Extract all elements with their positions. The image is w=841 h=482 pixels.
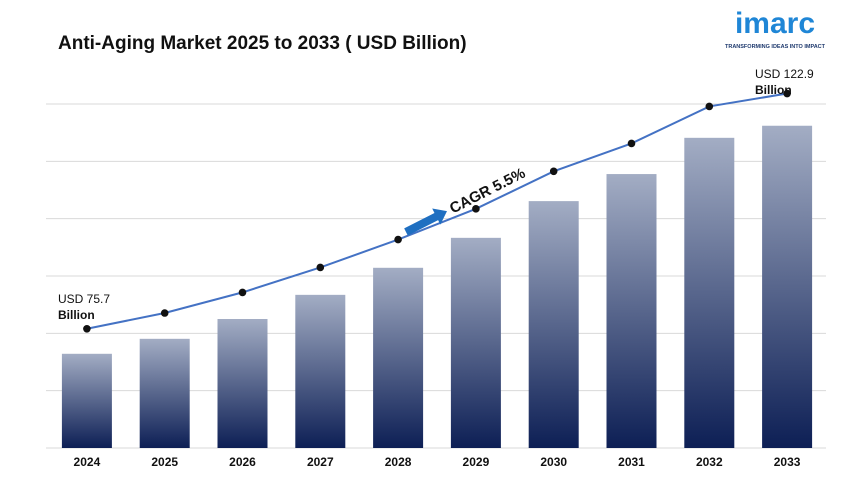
bar [295, 294, 346, 448]
x-tick-label: 2028 [385, 455, 412, 469]
logo-tagline: TRANSFORMING IDEAS INTO IMPACT [725, 44, 826, 50]
value-annotation: USD 122.9 [755, 67, 814, 81]
bar [217, 319, 268, 448]
x-tick-label: 2026 [229, 455, 256, 469]
trend-dot [160, 309, 169, 317]
x-tick-label: 2027 [307, 455, 334, 469]
bar [762, 125, 813, 448]
x-tick-label: 2033 [774, 455, 801, 469]
value-annotation: Billion [755, 83, 792, 97]
trend-dot [83, 324, 91, 333]
bar [450, 237, 501, 448]
bar [61, 353, 112, 448]
bar [606, 174, 657, 448]
logo-name: imarc [735, 7, 815, 40]
trend-dot [472, 205, 480, 213]
x-tick-label: 2030 [540, 455, 567, 469]
value-annotation: Billion [58, 308, 95, 322]
trend-line [86, 92, 788, 330]
bar [684, 137, 735, 448]
trend-dot [394, 235, 402, 244]
trend-dot [316, 263, 325, 272]
chart-title: Anti-Aging Market 2025 to 2033 ( USD Bil… [58, 33, 467, 54]
x-tick-label: 2024 [74, 455, 101, 469]
bar [528, 201, 579, 448]
x-tick-label: 2031 [618, 455, 645, 469]
cagr-label: CAGR 5.5% [447, 165, 528, 218]
trend-dot [238, 288, 247, 297]
cagr-arrow [404, 208, 447, 236]
trend-dot [783, 89, 791, 98]
x-tick-label: 2025 [151, 455, 178, 469]
cagr-annotation: CAGR 5.5% [404, 165, 528, 236]
trend-dot [705, 102, 714, 111]
value-annotation: USD 75.7 [58, 292, 110, 306]
trend-dot [627, 139, 636, 148]
bar [139, 338, 190, 448]
x-tick-label: 2029 [463, 455, 490, 469]
x-tick-label: 2032 [696, 455, 723, 469]
bar [373, 267, 424, 448]
trend-dot [549, 167, 558, 176]
